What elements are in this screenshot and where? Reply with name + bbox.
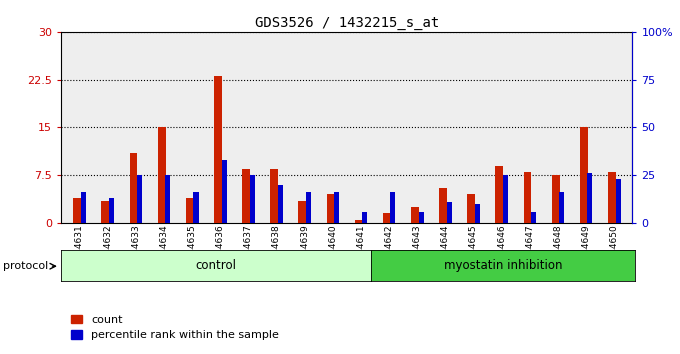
- Bar: [306, 193, 311, 223]
- Bar: [588, 173, 592, 223]
- Text: control: control: [195, 259, 237, 272]
- Bar: [467, 194, 475, 223]
- Bar: [447, 202, 452, 223]
- Bar: [580, 127, 588, 223]
- Bar: [158, 127, 166, 223]
- Bar: [81, 193, 86, 223]
- Text: GDS3526 / 1432215_s_at: GDS3526 / 1432215_s_at: [255, 16, 439, 30]
- Bar: [242, 169, 250, 223]
- Bar: [130, 153, 137, 223]
- Bar: [214, 76, 222, 223]
- Bar: [250, 175, 255, 223]
- Bar: [355, 220, 362, 223]
- Bar: [559, 193, 564, 223]
- Bar: [615, 179, 621, 223]
- Bar: [362, 212, 367, 223]
- Bar: [608, 172, 616, 223]
- Bar: [186, 198, 194, 223]
- Bar: [531, 212, 536, 223]
- Legend: count, percentile rank within the sample: count, percentile rank within the sample: [67, 310, 284, 345]
- Bar: [299, 201, 306, 223]
- Bar: [334, 193, 339, 223]
- Text: protocol: protocol: [3, 261, 49, 271]
- Bar: [278, 185, 283, 223]
- Bar: [73, 198, 81, 223]
- Bar: [383, 213, 391, 223]
- Bar: [165, 175, 171, 223]
- Bar: [326, 194, 335, 223]
- Bar: [551, 175, 560, 223]
- Text: myostatin inhibition: myostatin inhibition: [443, 259, 562, 272]
- Bar: [475, 204, 480, 223]
- Bar: [109, 198, 114, 223]
- Bar: [101, 201, 109, 223]
- Bar: [390, 193, 396, 223]
- Bar: [222, 160, 226, 223]
- Bar: [411, 207, 419, 223]
- Bar: [270, 169, 278, 223]
- Bar: [524, 172, 531, 223]
- Bar: [439, 188, 447, 223]
- Bar: [503, 175, 508, 223]
- Bar: [193, 193, 199, 223]
- Bar: [495, 166, 503, 223]
- Bar: [419, 212, 424, 223]
- Bar: [137, 175, 142, 223]
